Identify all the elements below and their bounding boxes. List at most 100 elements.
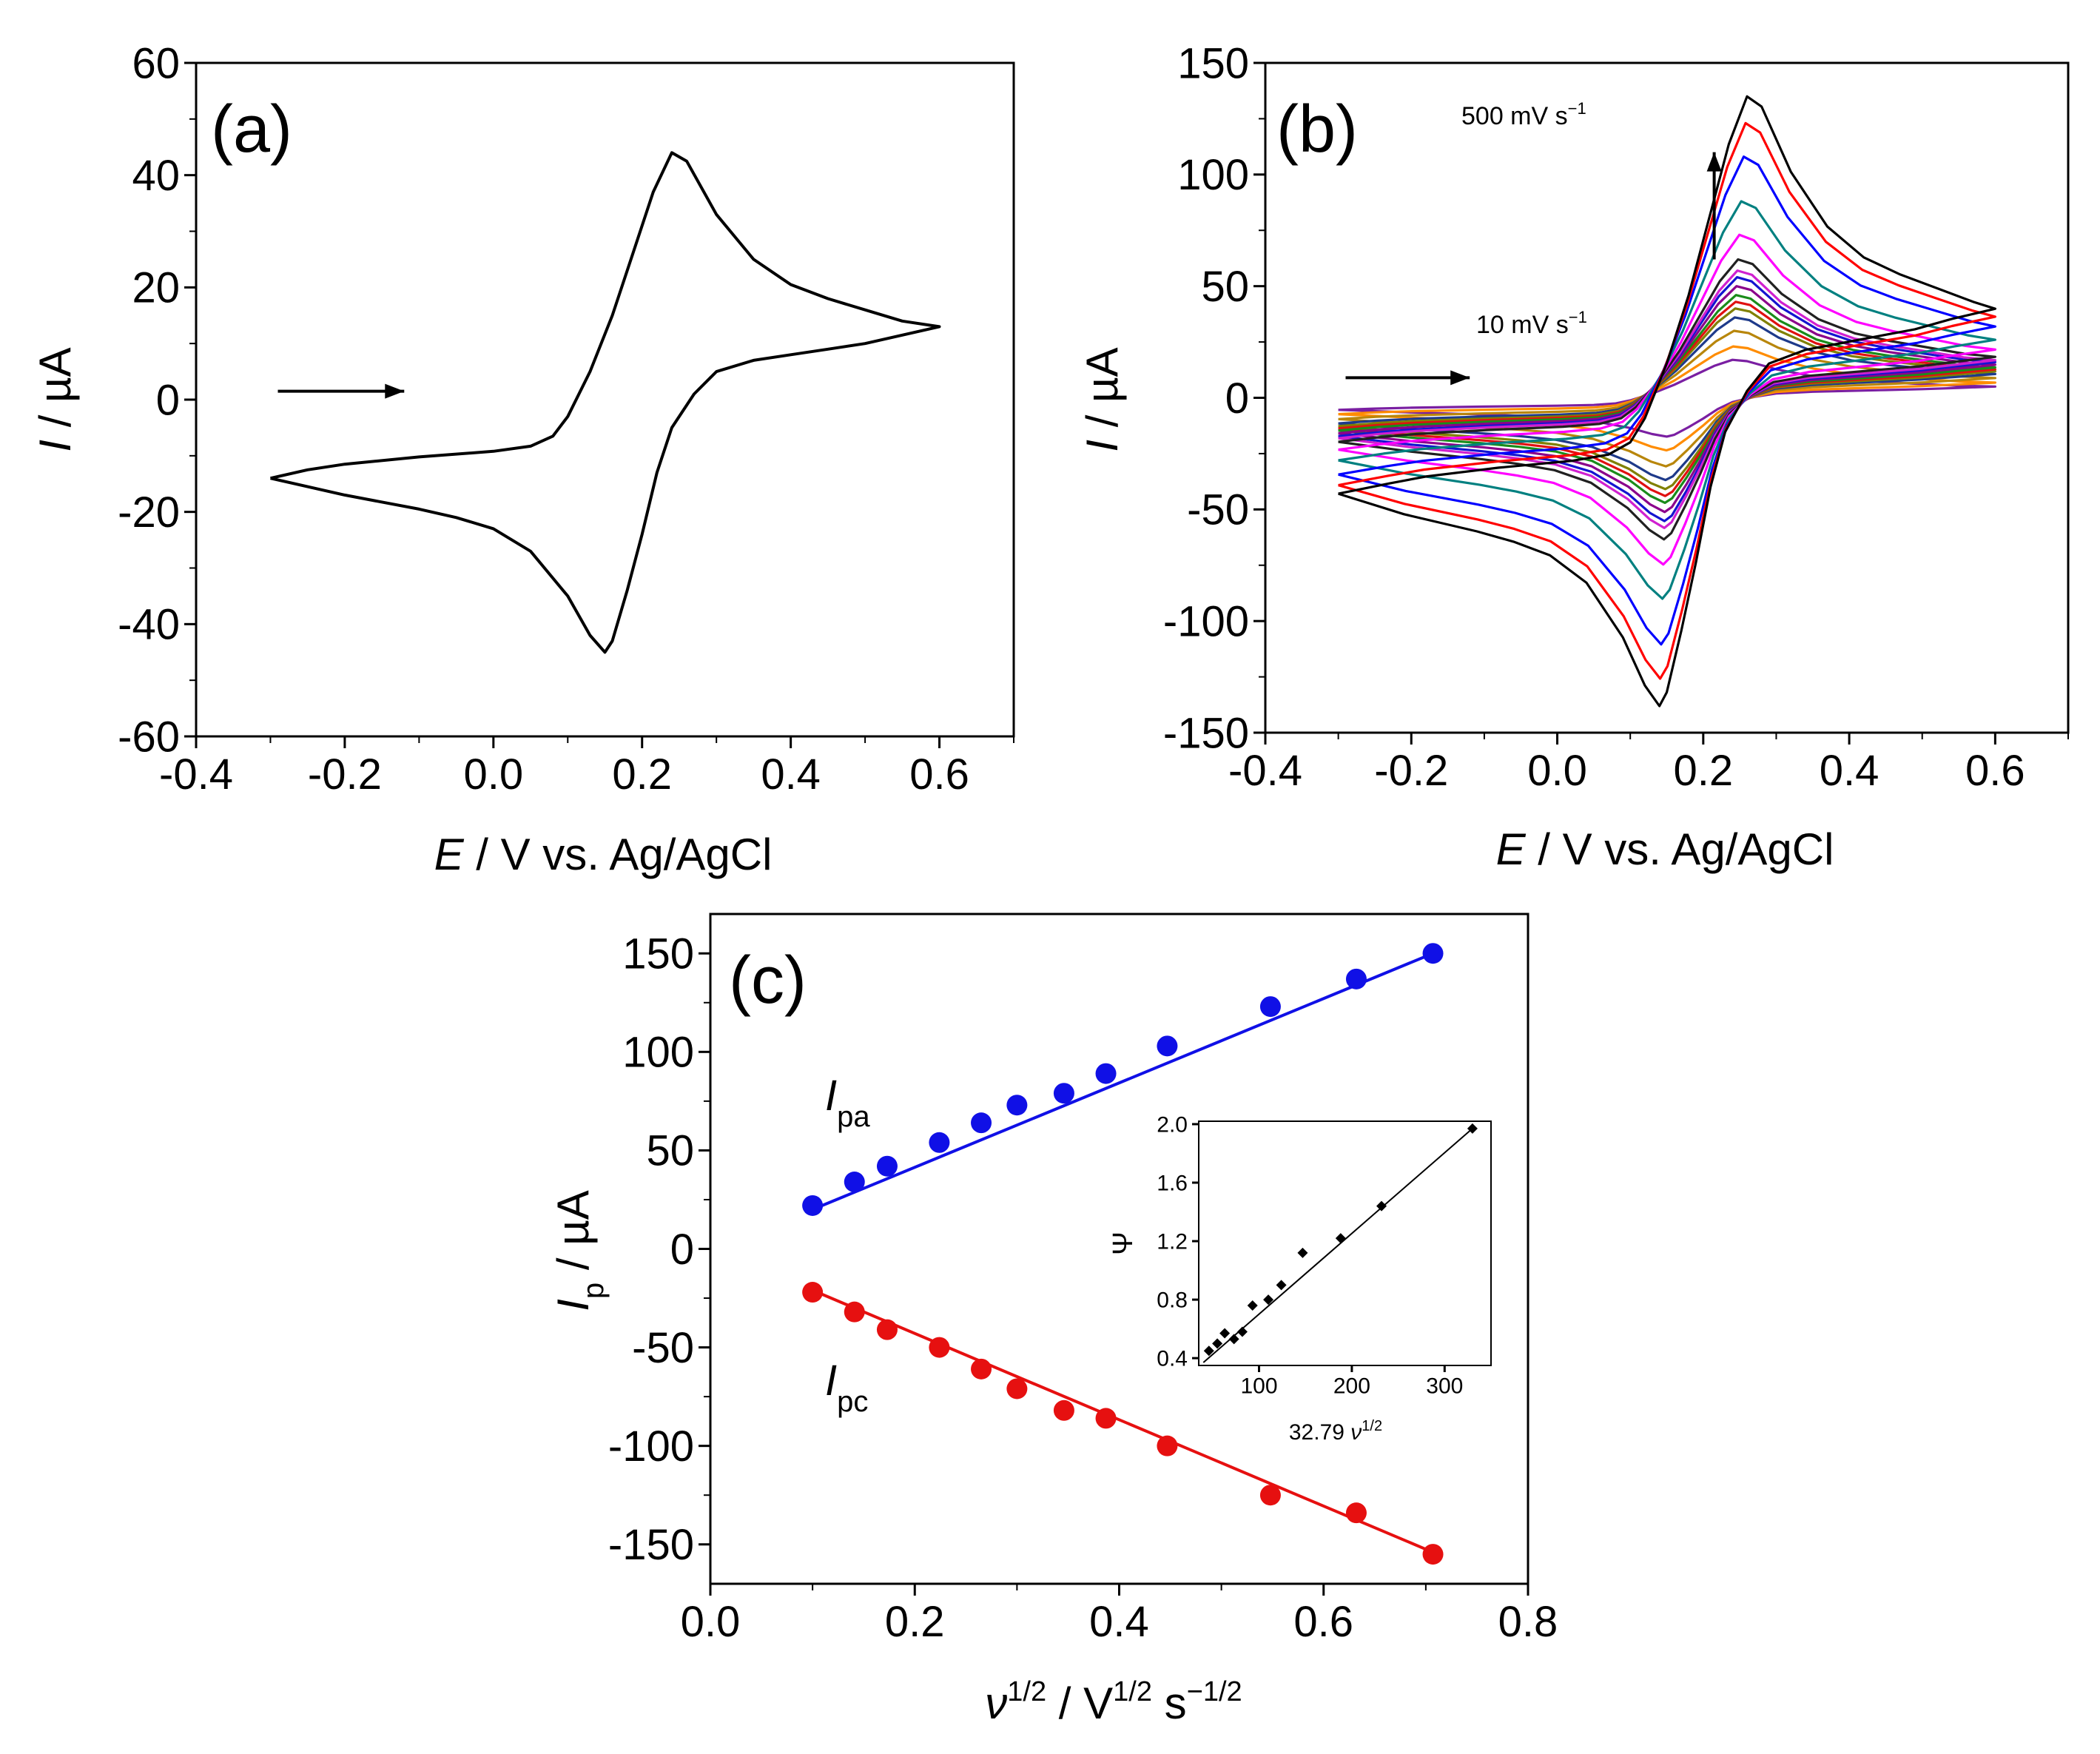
panel-b-cv-curve [1338,294,1996,504]
panel-b: -0.4 -0.2 0.0 0.2 0.4 0.6 -150 -100 -50 0 50 100 15… [1077,39,2070,874]
x-tick-label: 0.2 [612,750,672,799]
data-point-ipc [802,1282,824,1303]
y-tick-label: 150 [622,930,694,978]
inset-data-point [1297,1247,1308,1258]
fit-line-ipa [812,952,1434,1212]
y-tick-label: 150 [1177,39,1249,87]
y-tick-label: 100 [622,1029,694,1077]
panel-a-ylabel: I / µA [30,347,80,451]
inset-data-point [1228,1334,1239,1345]
panel-c: 0.0 0.2 0.4 0.6 0.8 -150 -100 -50 0 50 100 150 (c)… [548,913,1558,1728]
panel-b-cv-curve [1338,329,1996,468]
panel-b-cv-curve [1338,200,1996,600]
scan-direction-arrow [277,383,405,399]
data-point-ipa [1095,1063,1117,1084]
x-tick-label: 0.0 [1527,747,1587,795]
x-tick-label: 0.4 [761,750,821,799]
inset-data-point [1219,1328,1231,1339]
x-tick-label: 0.6 [909,750,969,799]
y-tick-label: -100 [608,1422,694,1471]
scan-direction-arrow [1345,370,1470,386]
y-tick-label: 50 [646,1127,694,1175]
y-tick-label: -60 [118,713,180,761]
panel-b-cv-curve [1338,155,1996,646]
data-point-ipa [876,1155,898,1177]
y-tick-label: 2.0 [1157,1112,1188,1137]
panel-b-cv-curve [1338,276,1996,522]
panel-b-cv-curve [1338,233,1996,566]
data-point-ipa [971,1112,992,1134]
panel-a-xlabel: E / V vs. Ag/AgCl [434,830,773,879]
panel-c-xlabel: ν1/2 / V1/2 s−1/2 [985,1676,1242,1728]
panel-c-label: (c) [729,944,807,1018]
data-point-ipc [1345,1502,1367,1524]
data-point-ipa [1006,1095,1028,1116]
panel-a: -0.4 -0.2 0.0 0.2 0.4 0.6 -60 -40 -20 0 20 40 60 (a… [30,39,1015,879]
inset-data-point [1376,1200,1387,1212]
panel-b-ylabel: I / µA [1077,347,1127,451]
inset-data-point [1335,1233,1346,1244]
panel-b-cv-curve [1338,345,1996,452]
data-point-ipc [1006,1378,1028,1399]
data-point-ipa [1157,1035,1178,1057]
inset-ylabel: Ψ [1108,1232,1139,1255]
inset-fit-line [1202,1128,1473,1363]
panel-a-label: (a) [211,93,292,167]
data-point-ipc [1095,1408,1117,1429]
inset-data-point [1276,1280,1287,1291]
panel-b-cv-curve [1338,258,1996,541]
x-tick-label: 0.0 [681,1598,741,1646]
x-tick-label: 0.8 [1498,1598,1558,1646]
x-tick-label: -0.4 [159,750,233,799]
y-tick-label: -50 [1187,486,1249,534]
panel-b-cv-curve [1338,121,1996,680]
x-tick-label: 100 [1240,1374,1277,1399]
panel-b-label: (b) [1276,93,1358,167]
ipc-series-label: Ipc [825,1357,868,1418]
data-point-ipa [1259,996,1281,1018]
data-point-ipa [844,1172,865,1192]
data-point-ipa [802,1194,824,1216]
ipa-series-label: Ipa [825,1072,870,1133]
panel-b-cv-curve [1338,307,1996,491]
x-tick-label: -0.4 [1228,747,1302,795]
fit-line-ipc [812,1288,1434,1554]
panel-a-cv-curve [270,151,941,654]
y-tick-label: -20 [118,488,180,537]
data-point-ipc [844,1301,865,1323]
data-point-ipa [1422,943,1444,964]
x-tick-label: 0.6 [1293,1598,1353,1646]
y-tick-label: 1.2 [1157,1230,1188,1254]
data-point-ipc [1259,1485,1281,1506]
inset-data-point [1236,1326,1248,1337]
y-tick-label: -150 [608,1521,694,1569]
data-point-ipc [1422,1544,1444,1565]
y-tick-label: 1.6 [1157,1171,1188,1195]
y-tick-label: 50 [1201,263,1249,311]
y-tick-label: -100 [1163,597,1249,645]
data-point-ipc [971,1358,992,1380]
x-tick-label: 0.2 [885,1598,945,1646]
inset-data-point [1203,1345,1214,1357]
y-tick-label: 0 [1225,374,1249,423]
y-tick-label: -50 [632,1324,694,1372]
inset-data-point [1212,1338,1223,1349]
inset-data-point [1263,1294,1274,1306]
y-tick-label: 0 [670,1226,694,1274]
inset-frame [1198,1120,1492,1366]
data-point-ipc [929,1337,950,1358]
y-tick-label: -40 [118,601,180,649]
data-point-ipc [876,1319,898,1340]
x-tick-label: -0.2 [308,750,382,799]
scan-rate-high-label: 500 mV s−1 [1461,99,1586,130]
panel-c-ylabel: Ip / µA [548,1190,610,1311]
inset-data-point [1247,1300,1258,1311]
inset-xlabel: 32.79 ν1/2 [1289,1418,1382,1445]
y-tick-label: 40 [132,152,180,200]
data-point-ipc [1157,1435,1178,1456]
x-tick-label: 0.6 [1965,747,2025,795]
y-tick-label: 60 [132,39,180,87]
panel-a-frame [195,61,1015,738]
x-tick-label: 0.2 [1673,747,1733,795]
data-point-ipa [1345,968,1367,989]
